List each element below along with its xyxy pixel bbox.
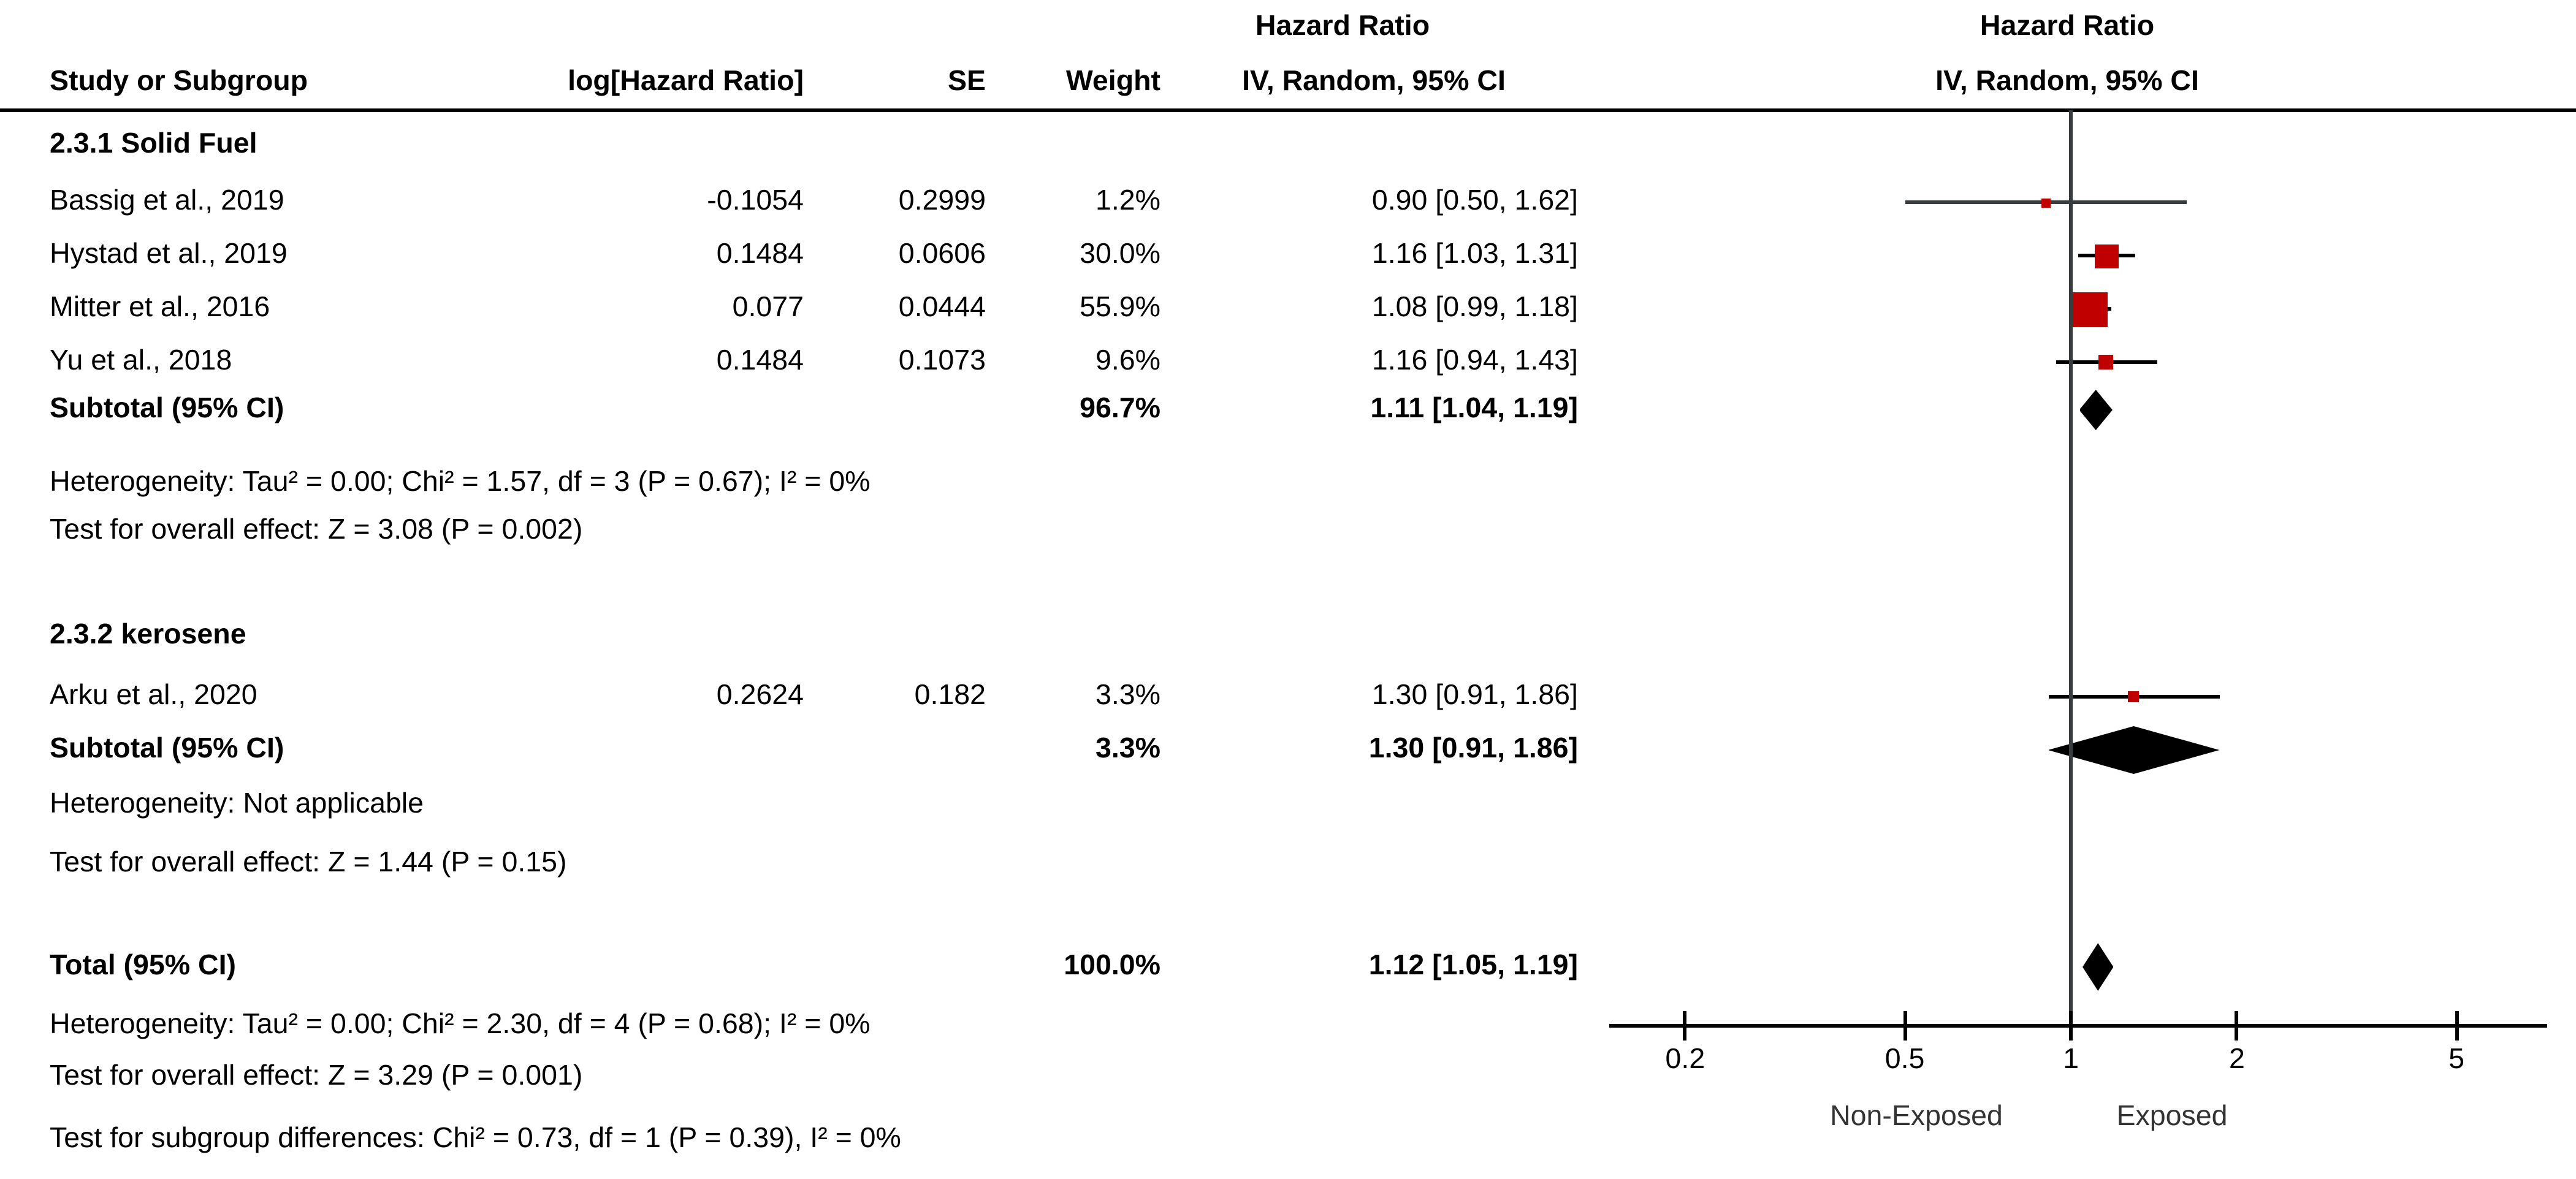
ci-value: 1.16 [0.94, 1.43] — [1371, 346, 1578, 377]
axis-tick — [2069, 1010, 2073, 1041]
pooled-label: Total (95% CI) — [50, 950, 237, 982]
axis-label-non-exposed: Non-Exposed — [1830, 1101, 2003, 1132]
pooled-diamond — [2048, 726, 2220, 774]
study-label: Bassig et al., 2019 — [50, 186, 284, 217]
study-label: Mitter et al., 2016 — [50, 292, 270, 324]
no-effect-line — [2068, 109, 2073, 1026]
stats-text: Heterogeneity: Tau² = 0.00; Chi² = 1.57,… — [50, 467, 871, 498]
se-value: 0.1073 — [898, 346, 986, 377]
axis-tick-label: 5 — [2448, 1044, 2464, 1075]
column-header-ci-left: IV, Random, 95% CI — [1242, 65, 1506, 97]
column-header-ci-right: IV, Random, 95% CI — [1935, 65, 2199, 97]
weight-value: 3.3% — [1095, 680, 1160, 711]
stats-text: Test for subgroup differences: Chi² = 0.… — [50, 1123, 901, 1154]
pooled-diamond — [2079, 390, 2113, 430]
weight-value: 9.6% — [1095, 346, 1160, 377]
loghr-value: 0.077 — [732, 292, 804, 324]
stats-text: Test for overall effect: Z = 3.29 (P = 0… — [50, 1061, 583, 1092]
stats-text: Heterogeneity: Not applicable — [50, 789, 424, 820]
axis-tick-label: 0.5 — [1884, 1044, 1925, 1075]
stats-text: Heterogeneity: Tau² = 0.00; Chi² = 2.30,… — [50, 1009, 871, 1041]
effect-square — [2127, 691, 2140, 703]
se-value: 0.0444 — [898, 292, 986, 324]
ci-value: 0.90 [0.50, 1.62] — [1371, 186, 1578, 217]
axis-label-exposed: Exposed — [2116, 1101, 2228, 1132]
study-label: Arku et al., 2020 — [50, 680, 257, 711]
subgroup-header: 2.3.2 kerosene — [50, 620, 246, 651]
subgroup-header: 2.3.1 Solid Fuel — [50, 129, 257, 160]
axis-tick — [2455, 1010, 2459, 1041]
weight-value: 55.9% — [1080, 292, 1160, 324]
column-header-weight: Weight — [1065, 65, 1160, 97]
ci-value: 1.30 [0.91, 1.86] — [1368, 734, 1578, 765]
right-effect-title: Hazard Ratio — [1980, 11, 2155, 42]
ci-value: 1.08 [0.99, 1.18] — [1371, 292, 1578, 324]
ci-value: 1.30 [0.91, 1.86] — [1371, 680, 1578, 711]
effect-square — [2041, 197, 2051, 207]
ci-value: 1.12 [1.05, 1.19] — [1368, 950, 1578, 982]
se-value: 0.0606 — [898, 239, 986, 270]
study-label: Yu et al., 2018 — [50, 346, 232, 377]
axis-tick — [1683, 1010, 1687, 1041]
axis-tick — [1903, 1010, 1907, 1041]
left-effect-title: Hazard Ratio — [1255, 11, 1430, 42]
se-value: 0.182 — [914, 680, 986, 711]
weight-value: 3.3% — [1095, 734, 1160, 765]
stats-text: Test for overall effect: Z = 1.44 (P = 0… — [50, 847, 567, 879]
x-axis-line — [1609, 1023, 2547, 1028]
weight-value: 1.2% — [1095, 186, 1160, 217]
effect-square — [2071, 291, 2107, 327]
ci-value: 1.11 [1.04, 1.19] — [1370, 393, 1578, 425]
pooled-diamond — [2083, 943, 2114, 991]
pooled-label: Subtotal (95% CI) — [50, 734, 284, 765]
effect-square — [2094, 243, 2119, 268]
loghr-value: 0.1484 — [716, 239, 804, 270]
axis-tick-label: 1 — [2063, 1044, 2079, 1075]
se-value: 0.2999 — [898, 186, 986, 217]
weight-value: 30.0% — [1080, 239, 1160, 270]
axis-tick — [2235, 1010, 2239, 1041]
loghr-value: 0.1484 — [716, 346, 804, 377]
effect-square — [2098, 355, 2114, 370]
weight-value: 100.0% — [1064, 950, 1160, 982]
header-rule — [0, 108, 2576, 112]
loghr-value: 0.2624 — [716, 680, 804, 711]
column-header-loghr: log[Hazard Ratio] — [568, 65, 804, 97]
axis-tick-label: 2 — [2228, 1044, 2245, 1075]
pooled-label: Subtotal (95% CI) — [50, 393, 284, 425]
ci-value: 1.16 [1.03, 1.31] — [1371, 239, 1578, 270]
column-header-study: Study or Subgroup — [50, 65, 308, 97]
study-label: Hystad et al., 2019 — [50, 239, 288, 270]
axis-tick-label: 0.2 — [1665, 1044, 1705, 1075]
loghr-value: -0.1054 — [707, 186, 804, 217]
column-header-se: SE — [947, 65, 986, 97]
stats-text: Test for overall effect: Z = 3.08 (P = 0… — [50, 515, 583, 546]
weight-value: 96.7% — [1080, 393, 1160, 425]
